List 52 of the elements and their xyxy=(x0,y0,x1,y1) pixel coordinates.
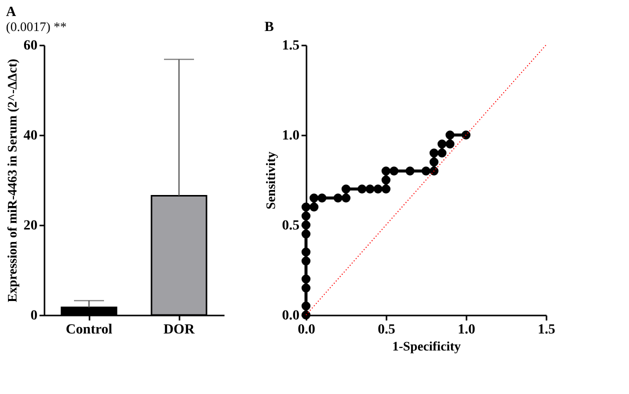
point xyxy=(382,184,390,194)
x-axis-title: 1-Specificity xyxy=(392,338,462,354)
y-tick-label: 0.5 xyxy=(282,218,300,234)
point xyxy=(430,166,438,176)
y-tick-label: 60 xyxy=(24,38,38,54)
point xyxy=(462,130,470,140)
point xyxy=(302,256,310,266)
point xyxy=(318,194,326,202)
point xyxy=(302,212,310,220)
point xyxy=(334,194,342,202)
point xyxy=(302,220,310,230)
point xyxy=(430,158,438,166)
point xyxy=(374,184,382,194)
point xyxy=(430,148,438,158)
point xyxy=(366,184,374,194)
x-tick-label: Control xyxy=(66,322,112,338)
point xyxy=(358,184,366,194)
y-tick-label: 40 xyxy=(24,128,38,144)
point xyxy=(438,140,446,148)
point xyxy=(310,202,318,212)
point xyxy=(390,166,398,176)
point xyxy=(342,184,350,194)
y-axis-title: Sensitivity xyxy=(263,151,278,210)
chart-title: B xyxy=(264,20,274,35)
x-tick-label: DOR xyxy=(163,322,196,338)
y-tick-label: 1.0 xyxy=(282,128,300,144)
text: (0.0017) ** xyxy=(6,19,67,34)
point xyxy=(438,148,446,158)
x-tick-label: 0.5 xyxy=(378,322,396,338)
point xyxy=(302,274,310,284)
point xyxy=(406,166,414,176)
point xyxy=(302,202,310,212)
y-tick-label: 0 xyxy=(30,308,38,324)
point xyxy=(422,166,430,176)
point xyxy=(446,140,454,148)
point xyxy=(382,166,390,176)
y-tick-label: 0.0 xyxy=(282,308,300,324)
x-tick-label: 1.0 xyxy=(458,322,476,338)
point xyxy=(382,176,390,184)
point xyxy=(302,302,310,310)
point xyxy=(342,194,350,202)
point xyxy=(310,194,318,202)
point xyxy=(302,230,310,238)
y-tick-label: 20 xyxy=(24,218,38,234)
x-tick-label: 0.0 xyxy=(298,322,316,338)
point xyxy=(302,248,310,256)
chart-title: A xyxy=(6,5,17,20)
point xyxy=(302,284,310,292)
y-axis-title: Expression of miR-4463 in Serum (2^-ΔΔct) xyxy=(4,58,20,302)
y-tick-label: 1.5 xyxy=(282,38,300,54)
x-tick-label: 1.5 xyxy=(538,322,556,338)
point xyxy=(446,130,454,140)
